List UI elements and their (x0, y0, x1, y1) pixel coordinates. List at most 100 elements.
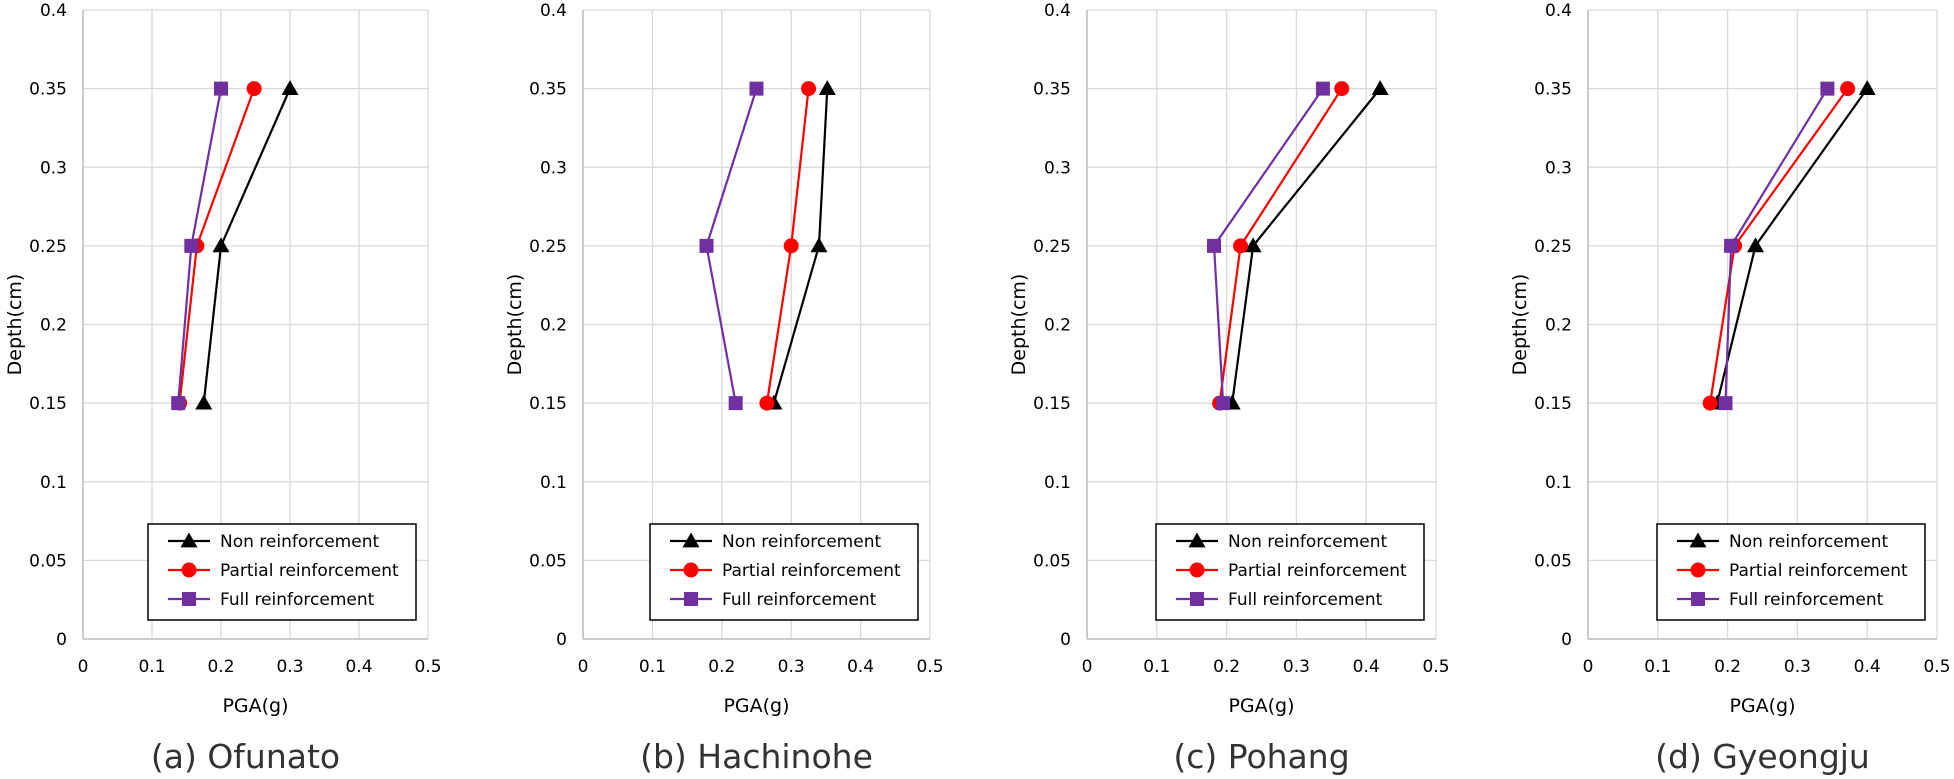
chart-panel-3: 0 0.1 0.2 0.3 0.4 0.5 0 0.05 0.1 0.15 0.2 0.25 0.3 0.… (1008, 1, 1450, 776)
y-tick-label: 0.4 (1044, 1, 1071, 21)
data-point-square (1718, 396, 1733, 411)
x-tick-label: 0.4 (847, 657, 874, 677)
panel-caption: (c) Pohang (1173, 737, 1349, 776)
y-tick-label: 0.1 (40, 473, 67, 493)
data-point-triangle (1244, 237, 1262, 253)
y-tick-label: 0.1 (540, 473, 567, 493)
x-tick-label: 0.3 (778, 657, 805, 677)
data-point-circle (1840, 81, 1856, 97)
x-tick-label: 0.2 (708, 657, 735, 677)
data-point-square (214, 81, 228, 96)
data-point-triangle (281, 80, 299, 95)
data-point-square (1207, 238, 1222, 253)
x-axis-title: PGA(g) (1228, 695, 1294, 717)
y-axis-title: Depth(cm) (4, 274, 26, 376)
y-tick-label: 0.15 (529, 394, 567, 414)
legend-entry: Full reinforcement (1729, 590, 1884, 610)
y-tick-label: 0.3 (1545, 158, 1572, 178)
legend-entry: Full reinforcement (722, 590, 877, 610)
x-tick-label: 0.5 (916, 657, 943, 677)
y-tick-label: 0 (556, 630, 567, 650)
y-tick-label: 0.1 (1044, 473, 1071, 493)
x-tick-label: 0 (1082, 657, 1093, 677)
y-tick-label: 0.1 (1545, 473, 1572, 493)
data-point-square (1216, 396, 1231, 411)
y-tick-label: 0 (1561, 630, 1572, 650)
data-point-triangle (212, 237, 230, 253)
legend-entry: Non reinforcement (1228, 532, 1387, 552)
x-tick-label: 0 (1583, 657, 1594, 677)
x-axis-title: PGA(g) (723, 695, 789, 717)
legend-marker-square (1691, 592, 1705, 606)
data-point-square (1820, 81, 1835, 96)
y-tick-label: 0.2 (1545, 316, 1572, 336)
x-tick-label: 0 (578, 657, 589, 677)
y-tick-label: 0.05 (529, 551, 567, 571)
y-axis-title: Depth(cm) (1008, 274, 1030, 376)
legend-marker-triangle (180, 532, 198, 548)
y-tick-label: 0.35 (29, 80, 67, 100)
chart-panel-4: 0 0.1 0.2 0.3 0.4 0.5 0 0.05 0.1 0.15 0.2 0.25 0.3 0.… (1509, 1, 1951, 776)
x-tick-label: 0.5 (414, 657, 441, 677)
data-point-square (1315, 81, 1330, 96)
x-tick-label: 0.2 (1213, 657, 1240, 677)
data-point-square (1724, 238, 1739, 253)
y-tick-label: 0.3 (40, 158, 67, 178)
data-point-square (749, 81, 764, 96)
x-tick-label: 0.1 (639, 657, 666, 677)
x-tick-label: 0.2 (207, 657, 234, 677)
y-tick-label: 0.2 (40, 316, 67, 336)
y-tick-label: 0.15 (29, 394, 67, 414)
y-tick-label: 0.4 (40, 1, 67, 21)
x-tick-label: 0.1 (1143, 657, 1170, 677)
y-tick-label: 0.05 (1033, 551, 1071, 571)
panel-caption: (a) Ofunato (151, 737, 340, 776)
data-point-circle (1334, 81, 1350, 97)
y-tick-label: 0.35 (529, 80, 567, 100)
data-point-circle (801, 81, 817, 97)
legend-entry: Partial reinforcement (1228, 561, 1407, 581)
y-tick-label: 0.05 (29, 551, 67, 571)
panel-caption: (b) Hachinohe (640, 737, 873, 776)
data-point-triangle (1747, 237, 1765, 253)
legend-marker-circle (1189, 562, 1205, 578)
legend-marker-circle (181, 562, 197, 578)
y-tick-label: 0.25 (529, 237, 567, 257)
legend-marker-triangle (682, 532, 700, 548)
legend-entry: Non reinforcement (722, 532, 881, 552)
x-axis-title: PGA(g) (1729, 695, 1795, 717)
y-tick-label: 0.3 (1044, 158, 1071, 178)
data-point-circle (1233, 238, 1249, 254)
legend-marker-circle (683, 562, 699, 578)
x-tick-label: 0.5 (1422, 657, 1449, 677)
x-tick-label: 0.3 (1784, 657, 1811, 677)
y-tick-label: 0 (56, 630, 67, 650)
data-point-triangle (818, 80, 836, 95)
data-point-circle (1702, 395, 1718, 411)
x-tick-label: 0.4 (1353, 657, 1380, 677)
legend-entry: Partial reinforcement (1729, 561, 1908, 581)
x-tick-label: 0.3 (1283, 657, 1310, 677)
y-tick-label: 0.2 (540, 316, 567, 336)
x-tick-label: 0.3 (276, 657, 303, 677)
legend-entry: Non reinforcement (1729, 532, 1888, 552)
legend-marker-triangle (1689, 532, 1707, 548)
data-point-square (728, 396, 743, 411)
legend-marker-triangle (1188, 532, 1206, 548)
data-point-circle (759, 395, 775, 411)
data-point-circle (783, 238, 799, 254)
y-tick-label: 0.25 (29, 237, 67, 257)
chart-panel-2: 0 0.1 0.2 0.3 0.4 0.5 0 0.05 0.1 0.15 0.2 0.25 0.3 0.… (504, 1, 944, 776)
y-tick-label: 0.4 (540, 1, 567, 21)
y-axis-title: Depth(cm) (1509, 274, 1531, 376)
legend-entry: Non reinforcement (220, 532, 379, 552)
y-tick-label: 0.05 (1534, 551, 1572, 571)
y-tick-label: 0.25 (1534, 237, 1572, 257)
data-point-triangle (1371, 80, 1389, 95)
x-tick-label: 0.4 (1854, 657, 1881, 677)
legend-entry: Partial reinforcement (722, 561, 901, 581)
legend-marker-square (684, 592, 698, 606)
data-point-triangle (1858, 80, 1876, 95)
data-point-square (171, 396, 186, 411)
data-point-square (699, 238, 714, 253)
